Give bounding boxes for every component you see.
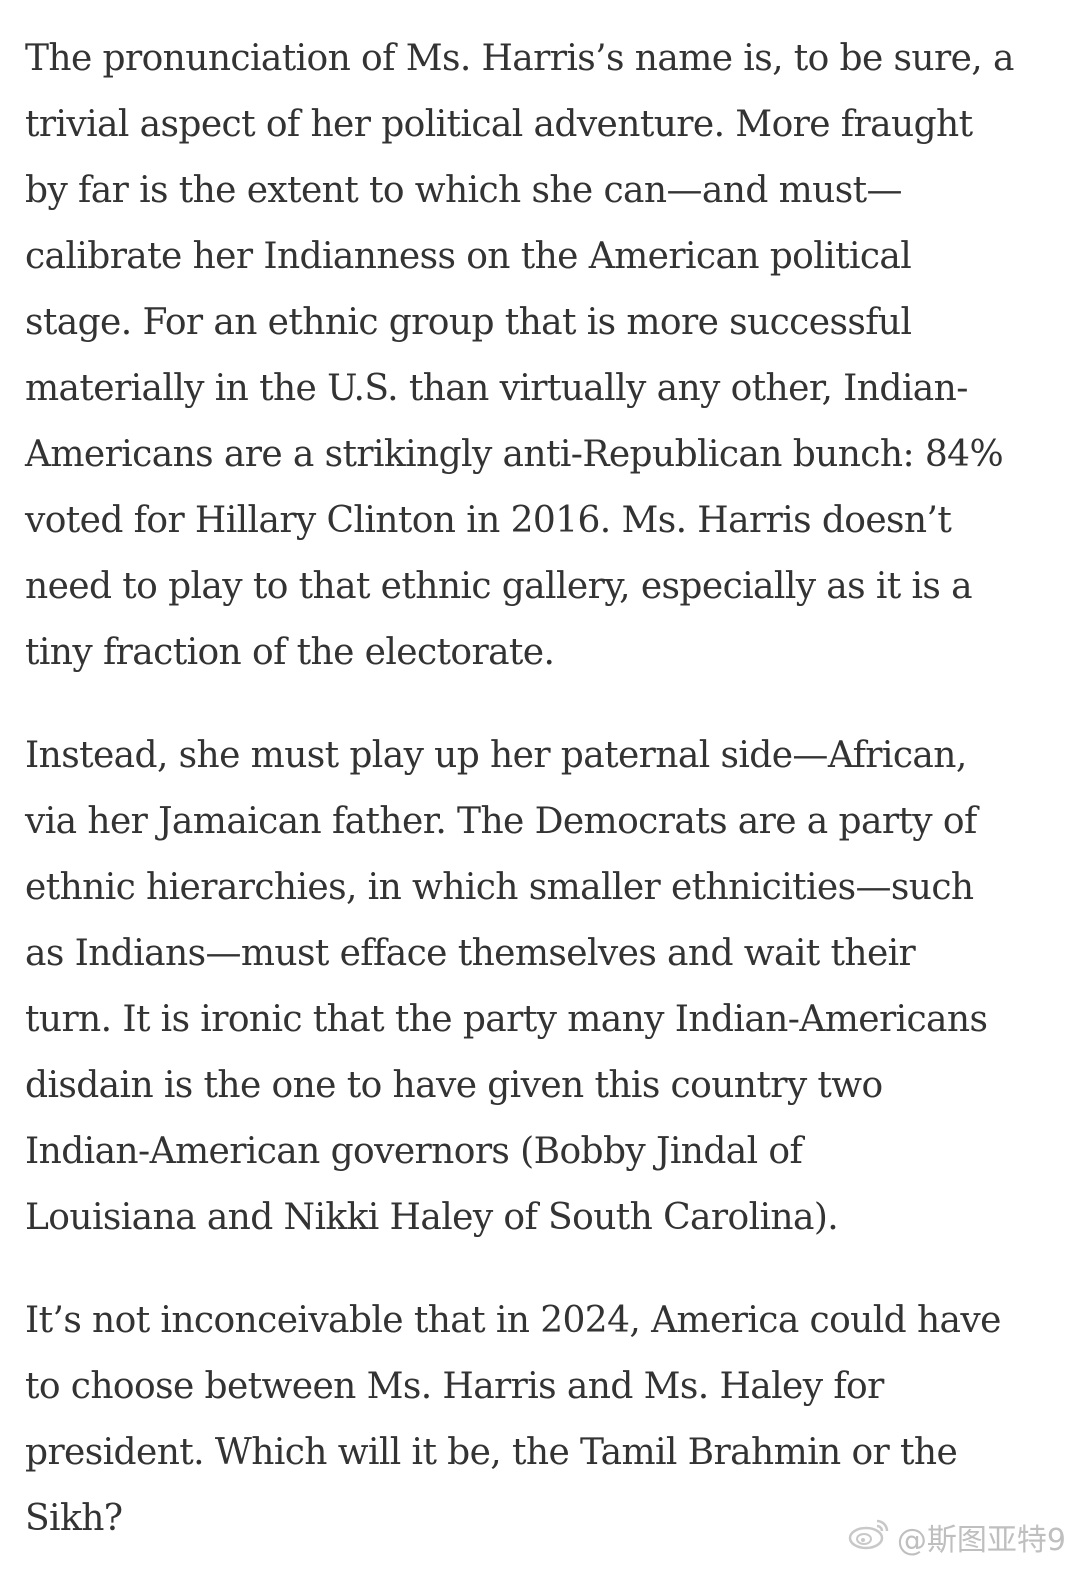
text-line: stage. For an ethnic group that is more … xyxy=(25,302,912,343)
text-line: need to play to that ethnic gallery, esp… xyxy=(25,566,973,607)
text-line: via her Jamaican father. The Democrats a… xyxy=(25,801,977,842)
text-line: trivial aspect of her political adventur… xyxy=(25,104,973,145)
text-line: tiny fraction of the electorate. xyxy=(25,632,555,673)
text-line: by far is the extent to which she can—an… xyxy=(25,170,902,211)
text-line: turn. It is ironic that the party many I… xyxy=(25,999,988,1040)
text-line: It’s not inconceivable that in 2024, Ame… xyxy=(25,1300,1001,1341)
text-line: ethnic hierarchies, in which smaller eth… xyxy=(25,867,974,908)
paragraph-1: The pronunciation of Ms. Harris’s name i… xyxy=(25,26,1065,686)
weibo-watermark: @斯图亚特9 xyxy=(847,1515,1066,1559)
text-line: president. Which will it be, the Tamil B… xyxy=(25,1432,958,1473)
text-line: as Indians—must efface themselves and wa… xyxy=(25,933,916,974)
weibo-logo-icon xyxy=(847,1515,891,1559)
paragraph-3: It’s not inconceivable that in 2024, Ame… xyxy=(25,1288,1065,1552)
text-line: Indian-American governors (Bobby Jindal … xyxy=(25,1131,803,1172)
text-line: Americans are a strikingly anti-Republic… xyxy=(25,434,1004,475)
watermark-text: @斯图亚特9 xyxy=(896,1523,1066,1558)
text-line: Louisiana and Nikki Haley of South Carol… xyxy=(25,1197,839,1238)
text-line: materially in the U.S. than virtually an… xyxy=(25,368,968,409)
text-line: The pronunciation of Ms. Harris’s name i… xyxy=(25,38,1014,79)
text-line: disdain is the one to have given this co… xyxy=(25,1065,883,1106)
text-line: calibrate her Indianness on the American… xyxy=(25,236,912,277)
text-line: voted for Hillary Clinton in 2016. Ms. H… xyxy=(25,500,952,541)
text-line: Sikh? xyxy=(25,1498,123,1539)
paragraph-2: Instead, she must play up her paternal s… xyxy=(25,723,1065,1251)
text-line: to choose between Ms. Harris and Ms. Hal… xyxy=(25,1366,884,1407)
article-body: The pronunciation of Ms. Harris’s name i… xyxy=(25,26,1065,1589)
text-line: Instead, she must play up her paternal s… xyxy=(25,735,967,776)
